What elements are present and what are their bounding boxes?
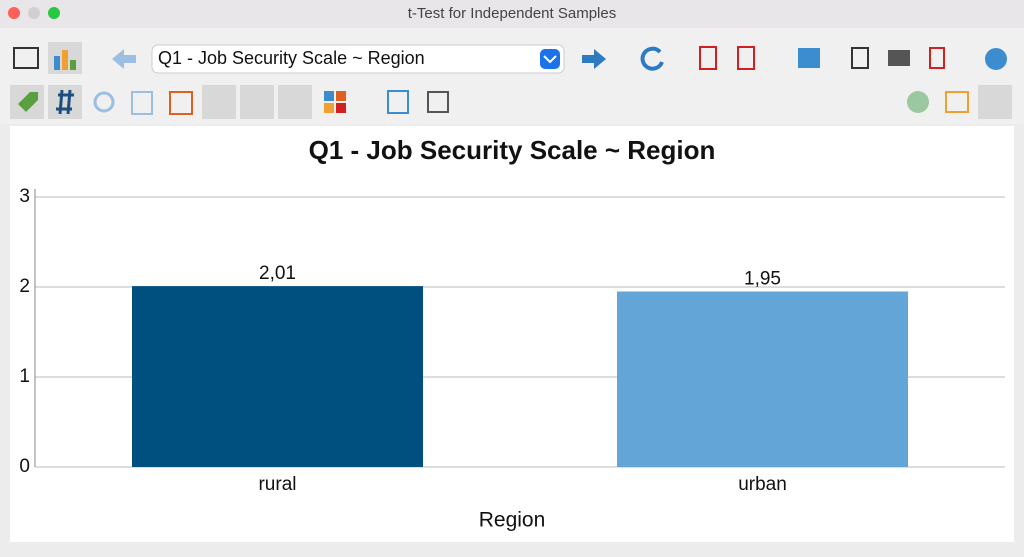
back-arrow[interactable] (112, 49, 136, 69)
chart-icon (70, 60, 76, 70)
chevron-icon (543, 55, 557, 64)
color-icon (336, 91, 346, 101)
grid-toggle[interactable] (202, 85, 236, 119)
value-label: 1,95 (744, 269, 781, 290)
dropdown-text: Q1 - Job Security Scale ~ Region (158, 48, 425, 68)
exit-icon[interactable] (929, 47, 945, 69)
hash-icon (56, 89, 74, 115)
chart: Q1 - Job Security Scale ~ Region Region … (19, 135, 1005, 532)
value-label: 2,01 (259, 263, 296, 284)
count-toggle[interactable] (48, 85, 82, 119)
x-tick-label: urban (738, 474, 787, 495)
y-tick-label: 1 (19, 366, 30, 387)
bars-icon[interactable] (131, 91, 153, 115)
bar (132, 286, 423, 467)
close-button[interactable] (8, 7, 20, 19)
tag-icon (18, 92, 38, 112)
minimize-button[interactable] (28, 7, 40, 19)
chart-title: Q1 - Job Security Scale ~ Region (309, 135, 716, 165)
export-icon[interactable] (737, 46, 755, 70)
bookmark-icon[interactable] (387, 90, 409, 114)
pie-icon[interactable] (907, 91, 929, 113)
refresh-icon[interactable] (640, 46, 664, 71)
x-axis-label: Region (479, 509, 546, 532)
x-tick-label: rural (258, 474, 296, 495)
print-icon[interactable] (888, 50, 910, 66)
color-icon[interactable] (324, 91, 334, 101)
title-bar (0, 0, 1024, 28)
chart-icon (62, 50, 68, 70)
y-tick-label: 2 (19, 276, 30, 297)
list-icon[interactable] (169, 91, 193, 115)
y-tick-label: 0 (19, 456, 30, 477)
window-title: t-Test for Independent Samples (408, 5, 616, 22)
toolbar (0, 28, 1024, 124)
dropdown[interactable] (151, 44, 565, 74)
window-icon[interactable] (427, 91, 449, 113)
copy-icon[interactable] (851, 47, 869, 69)
vbar-toggle[interactable] (978, 85, 1012, 119)
top-toggle[interactable] (240, 85, 274, 119)
ticks-toggle[interactable] (278, 85, 312, 119)
bar (617, 291, 908, 467)
info-icon[interactable] (985, 48, 1007, 70)
y-tick-label: 3 (19, 186, 30, 207)
dropdown-chevron[interactable] (540, 49, 560, 69)
hbar-icon[interactable] (945, 91, 969, 113)
chart-icon (54, 56, 60, 70)
forward-arrow[interactable] (582, 49, 606, 69)
add-icon[interactable] (798, 48, 820, 68)
color-icon (324, 103, 334, 113)
export-icon[interactable] (699, 46, 717, 70)
color-icon (336, 103, 346, 113)
zoom-button[interactable] (48, 7, 60, 19)
table-icon[interactable] (13, 47, 39, 69)
percent-icon[interactable] (93, 91, 115, 113)
